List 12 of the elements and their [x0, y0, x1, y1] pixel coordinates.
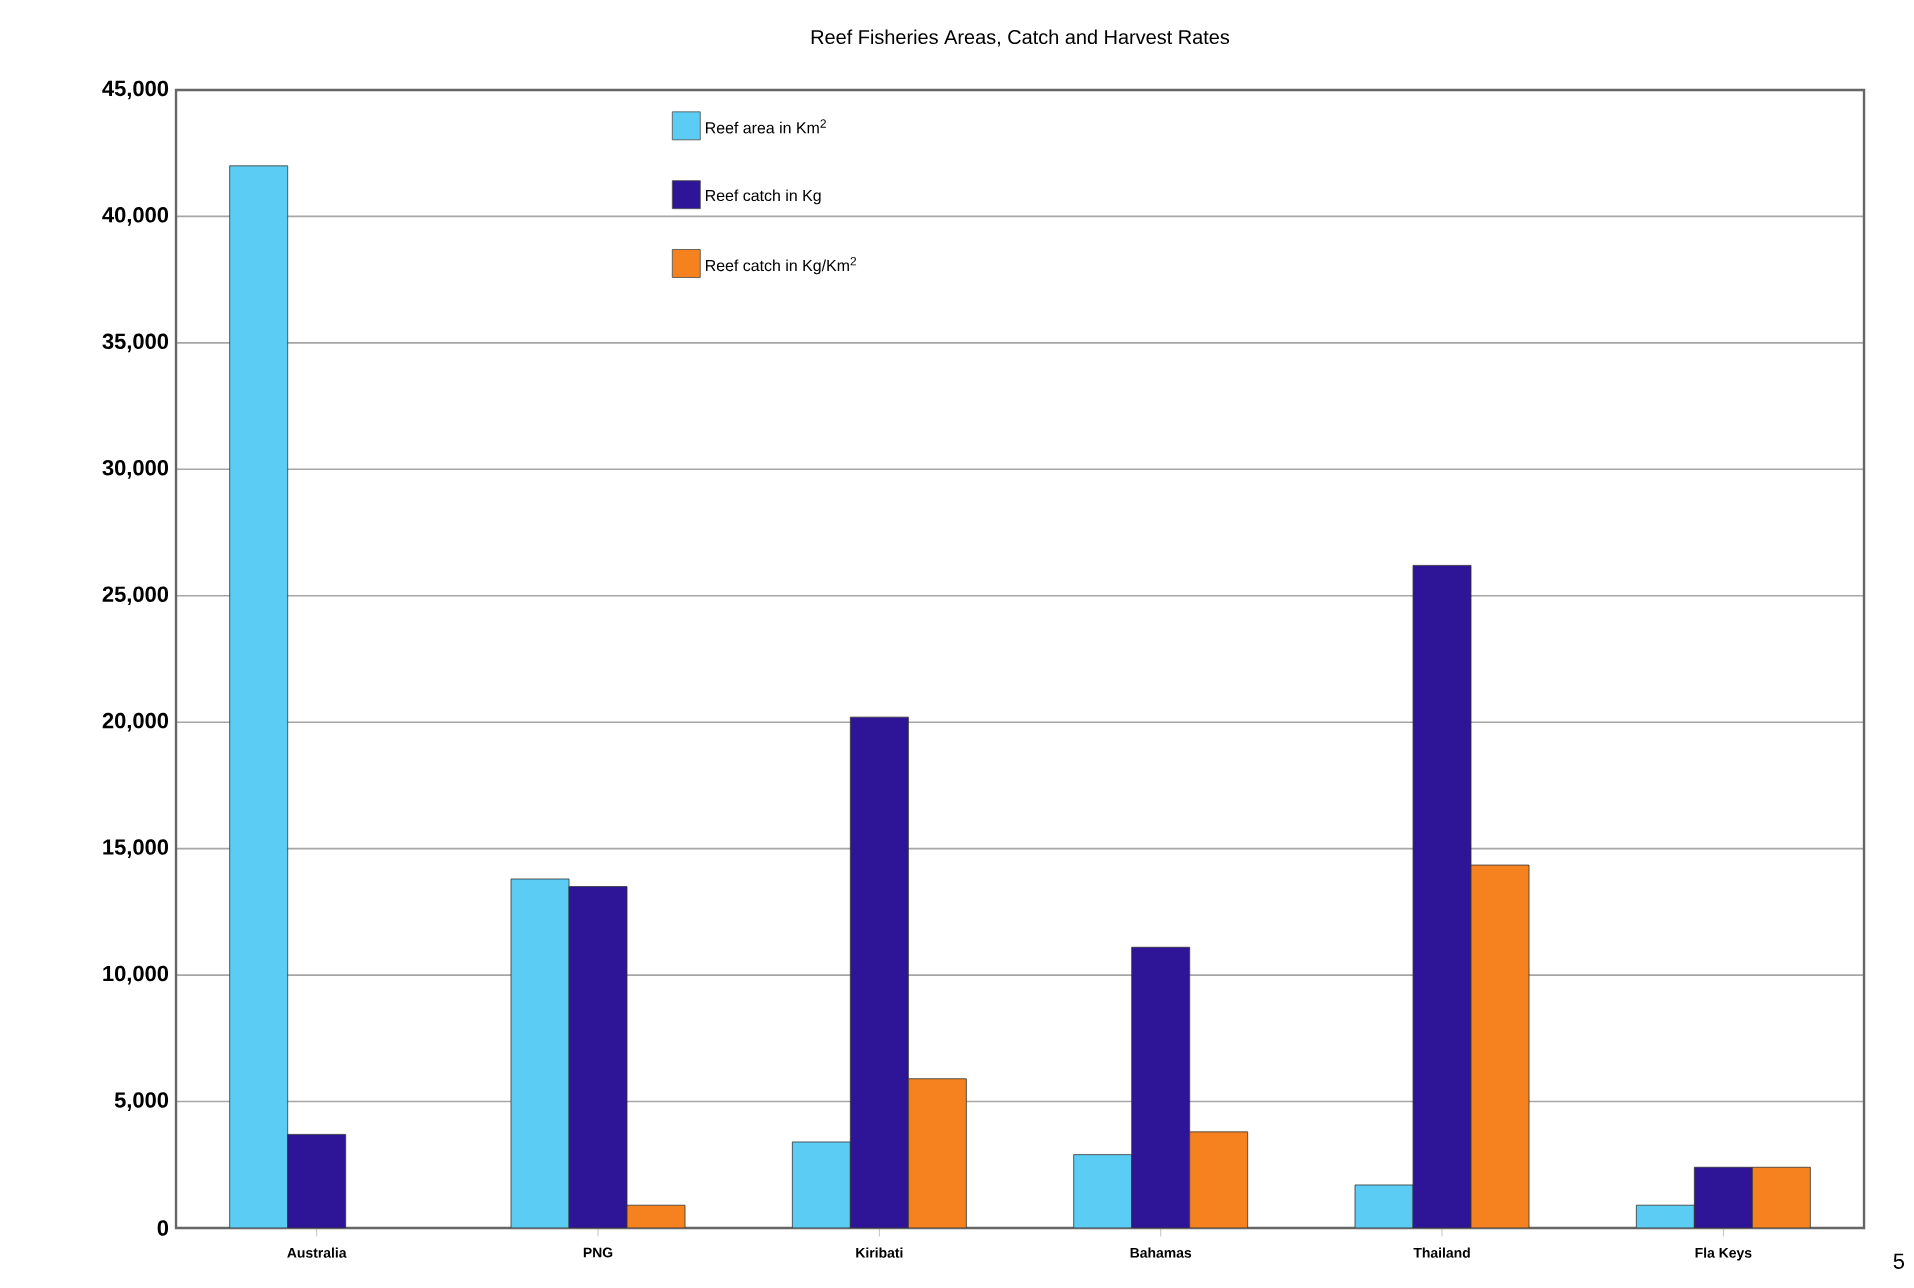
y-tick-label: 25,000	[102, 586, 169, 606]
y-tick-label: 5,000	[114, 1092, 169, 1111]
y-tick-label: 15,000	[103, 839, 169, 858]
y-tick-label: 45,000	[102, 80, 169, 100]
y-tick-label: 35,000	[102, 333, 169, 353]
y-tick-label: 20,000	[102, 712, 169, 732]
chart-title: Reef Fisheries Areas, Catch and Harvest Rates	[811, 29, 1230, 47]
y-tick-label: 10,000	[103, 965, 169, 985]
y-tick-label: 30,000	[102, 459, 169, 479]
text: 5	[1893, 1253, 1905, 1269]
y-tick-label: 40,000	[102, 207, 169, 226]
y-tick-label: 0	[157, 1220, 169, 1236]
